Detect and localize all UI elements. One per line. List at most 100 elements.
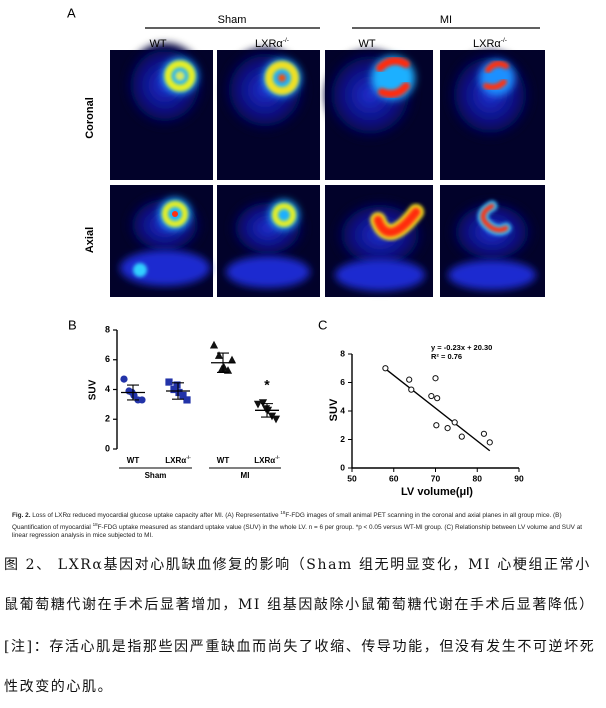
group-label: MI <box>440 14 452 26</box>
data-point <box>214 351 224 359</box>
y-tick-label: 2 <box>105 414 110 424</box>
x-tick-label: 90 <box>514 473 524 483</box>
x-tick-label: 60 <box>389 473 399 483</box>
error-bar <box>217 352 229 373</box>
regression-equation: y = -0.23x + 20.30 <box>431 343 492 352</box>
data-point <box>271 415 281 424</box>
x-tick-label: 80 <box>473 473 483 483</box>
paragraph: 图 2、 LXRα基因对心肌缺血修复的影响（Sham 组无明显变化，MI 心梗组… <box>4 557 595 613</box>
label-text: WT <box>149 38 166 50</box>
y-tick-label: 6 <box>340 377 345 387</box>
y-axis-label: SUV <box>328 398 340 421</box>
caption-lead: Fig. 2. <box>12 512 31 520</box>
pet-mi-wt-coronal <box>325 50 433 180</box>
data-point <box>253 400 263 409</box>
caption-text: Loss of LXRα reduced myocardial glucose … <box>30 512 281 520</box>
data-point <box>382 365 389 372</box>
data-point <box>406 376 413 383</box>
label-text: WT <box>217 456 230 465</box>
y-tick-label: 4 <box>340 405 345 415</box>
y-tick-label: 8 <box>340 348 345 358</box>
data-point <box>227 355 237 364</box>
pet-sham-wt-coronal <box>110 43 213 180</box>
data-point <box>138 396 146 404</box>
error-bar <box>127 384 139 401</box>
data-point <box>428 392 435 400</box>
label-text: WT <box>127 456 140 465</box>
data-point <box>433 422 440 429</box>
label-sup: -/- <box>501 37 507 44</box>
data-point <box>408 386 415 393</box>
data-point <box>486 439 493 446</box>
column-label: LXRα-/- <box>255 37 289 50</box>
label-sup: -/- <box>275 455 280 461</box>
data-point <box>183 396 191 404</box>
pet-sham-ko-coronal <box>217 48 320 180</box>
data-point <box>451 419 458 426</box>
caption-text: F-FDG uptake measured as standard uptake… <box>12 523 583 540</box>
data-point <box>434 395 441 402</box>
y-tick-label: 4 <box>105 384 110 394</box>
figure: A Sham MI Coronal Axial WT LXRα-/- WT LXRα-… <box>67 5 545 498</box>
label-text: WT <box>358 38 375 50</box>
pet-mi-ko-axial <box>440 185 545 297</box>
row-label: Coronal <box>84 97 96 139</box>
annotation: * <box>264 376 270 392</box>
pet-sham-wt-axial <box>110 185 213 297</box>
error-bar <box>261 403 273 418</box>
error-bar <box>172 382 184 400</box>
y-tick-label: 6 <box>105 354 110 364</box>
group-label: Sham <box>218 14 247 26</box>
regression-line <box>384 368 491 452</box>
pet-mi-ko-coronal <box>440 50 545 180</box>
x-tick-label: LXRα-/- <box>254 455 280 465</box>
column-label: WT <box>149 38 166 50</box>
label-sup: -/- <box>186 455 191 461</box>
x-tick-label: WT <box>217 456 230 465</box>
label-text: LXRα <box>473 38 501 50</box>
x-tick-label: LXRα-/- <box>165 455 191 465</box>
x-tick-label: 70 <box>431 473 441 483</box>
data-point <box>217 364 227 373</box>
paragraph: [注]：存活心肌是指那些因严重缺血而尚失了收缩、传导功能，但没有发生不可逆坏死性… <box>4 639 596 695</box>
data-point <box>170 385 178 394</box>
column-label: LXRα-/- <box>473 37 507 50</box>
row-label: Axial <box>84 227 96 253</box>
data-point <box>173 381 181 389</box>
pet-mi-wt-axial <box>325 185 433 297</box>
data-point <box>179 391 187 400</box>
regression-r2: R² = 0.76 <box>431 352 462 361</box>
data-point <box>165 378 173 386</box>
label-text: LXRα <box>254 456 275 465</box>
x-tick-label: WT <box>127 456 140 465</box>
data-point <box>209 340 219 349</box>
caption-text: F-FDG images of small animal PET scannin… <box>12 512 562 531</box>
x-axis-label: LV volume(μl) <box>401 486 473 498</box>
y-tick-label: 0 <box>105 443 110 453</box>
data-point <box>175 388 183 397</box>
pet-sham-ko-axial <box>217 185 320 297</box>
caption-sup: 18 <box>92 521 98 527</box>
data-point <box>480 430 488 437</box>
figure-caption: Fig. 2. Loss of LXRα reduced myocardial … <box>12 509 590 541</box>
y-tick-label: 0 <box>340 462 345 472</box>
y-tick-label: 2 <box>340 434 345 444</box>
data-point <box>432 375 439 382</box>
axes <box>351 354 519 469</box>
data-point <box>120 375 128 383</box>
y-axis-label: SUV <box>88 379 99 400</box>
data-point <box>444 425 451 432</box>
group-label: Sham <box>145 471 167 480</box>
pet-images <box>110 43 545 297</box>
panel-label: A <box>67 5 76 20</box>
data-point <box>458 433 465 440</box>
data-point <box>223 366 233 374</box>
column-label: WT <box>358 38 375 50</box>
data-point <box>261 405 271 413</box>
label-text: LXRα <box>255 38 283 50</box>
caption-sup: 18 <box>280 510 286 515</box>
x-tick-label: 50 <box>347 473 357 483</box>
label-sup: -/- <box>283 37 289 44</box>
y-tick-label: 8 <box>105 324 110 334</box>
